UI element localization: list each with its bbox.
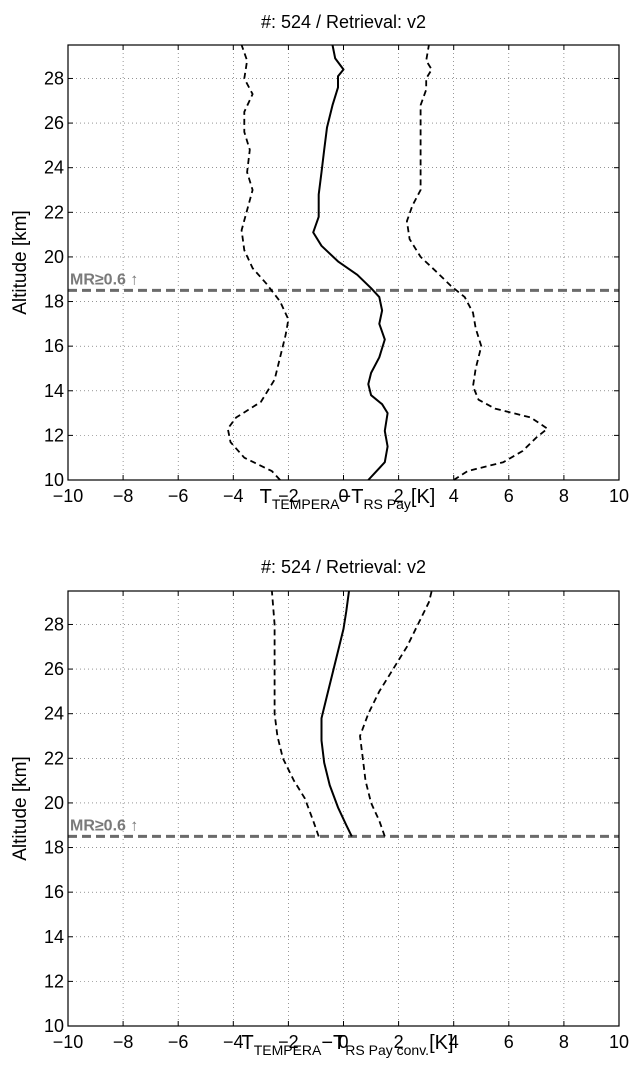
y-tick-label: 16 — [44, 882, 64, 902]
x-axis-label-unit: [K] — [411, 486, 435, 508]
y-tick-label: 28 — [44, 614, 64, 634]
y-tick-label: 16 — [44, 336, 64, 356]
x-tick-label: −8 — [113, 1032, 134, 1052]
x-axis-label-sub1: TEMPERA — [272, 496, 340, 512]
x-tick-label: −2 — [278, 486, 299, 506]
y-tick-label: 18 — [44, 292, 64, 312]
y-tick-label: 24 — [44, 704, 64, 724]
x-tick-label: 10 — [609, 486, 629, 506]
uncertainty-bound-line — [271, 590, 320, 837]
x-tick-label: 4 — [449, 486, 459, 506]
y-tick-label: 26 — [44, 659, 64, 679]
threshold-annotation: MR≥0.6 ↑ — [70, 271, 138, 288]
x-tick-label: −6 — [168, 486, 189, 506]
x-tick-label: −10 — [53, 486, 84, 506]
chart-panel-2: MR≥0.6 ↑−10 −8 −6 −4 −2 0 2 4 6 8 1010121416182022… — [10, 557, 629, 1058]
x-tick-label: 2 — [394, 486, 404, 506]
y-axis-label: Altitude [km] — [10, 756, 31, 861]
uncertainty-bound-line — [359, 590, 433, 837]
x-tick-label: −8 — [113, 486, 134, 506]
y-tick-label: 22 — [44, 748, 64, 768]
x-tick-label: 6 — [504, 1032, 514, 1052]
x-tick-label: 8 — [559, 486, 569, 506]
x-tick-label: −6 — [168, 1032, 189, 1052]
y-axis-label: Altitude [km] — [10, 210, 31, 315]
x-tick-label: −4 — [223, 1032, 244, 1052]
chart-title: #: 524 / Retrieval: v2 — [261, 557, 426, 577]
x-axis-label-sub2: RS Pay conv. — [345, 1042, 429, 1058]
uncertainty-bound-line — [406, 44, 549, 481]
y-tick-label: 10 — [44, 470, 64, 490]
mean-difference-line — [312, 44, 389, 481]
chart-title: #: 524 / Retrieval: v2 — [261, 12, 426, 32]
x-tick-label: 6 — [504, 486, 514, 506]
plot-area — [68, 45, 619, 480]
y-tick-label: 28 — [44, 68, 64, 88]
x-tick-label: 8 — [559, 1032, 569, 1052]
mean-difference-line — [320, 590, 353, 837]
x-tick-label: 10 — [609, 1032, 629, 1052]
y-tick-label: 20 — [44, 247, 64, 267]
x-tick-label: 0 — [338, 486, 348, 506]
x-axis-label-sub2: RS Pay — [363, 496, 410, 512]
y-tick-label: 24 — [44, 158, 64, 178]
x-tick-label: 0 — [338, 1032, 348, 1052]
x-axis-label: TTEMPERA−TRS Pay conv.[K] — [241, 1032, 453, 1058]
x-tick-label: 2 — [394, 1032, 404, 1052]
y-tick-label: 14 — [44, 927, 64, 947]
y-tick-label: 12 — [44, 971, 64, 991]
x-axis-label-dash: −T — [340, 486, 364, 508]
x-tick-label: −2 — [278, 1032, 299, 1052]
y-tick-label: 14 — [44, 381, 64, 401]
y-tick-label: 22 — [44, 202, 64, 222]
chart-panel-1: MR≥0.6 ↑−10 −8 −6 −4 −2 0 2 4 6 8 1010121416182022… — [10, 12, 629, 512]
x-axis-label-unit: [K] — [429, 1032, 453, 1054]
y-tick-label: 20 — [44, 793, 64, 813]
uncertainty-bound-line — [226, 44, 290, 481]
x-axis-label-main: T — [241, 1032, 253, 1054]
y-tick-label: 26 — [44, 113, 64, 133]
plot-area — [68, 591, 619, 1026]
x-axis-label-sub1: TEMPERA — [254, 1042, 322, 1058]
y-tick-label: 18 — [44, 838, 64, 858]
x-tick-label: −4 — [223, 486, 244, 506]
y-tick-label: 10 — [44, 1016, 64, 1036]
threshold-annotation: MR≥0.6 ↑ — [70, 817, 138, 834]
x-tick-label: 4 — [449, 1032, 459, 1052]
x-axis-label-main: T — [260, 486, 272, 508]
x-tick-label: −10 — [53, 1032, 84, 1052]
x-axis-label: TTEMPERA−TRS Pay[K] — [260, 486, 436, 512]
y-tick-label: 12 — [44, 425, 64, 445]
x-axis-label-dash: −T — [321, 1032, 345, 1054]
